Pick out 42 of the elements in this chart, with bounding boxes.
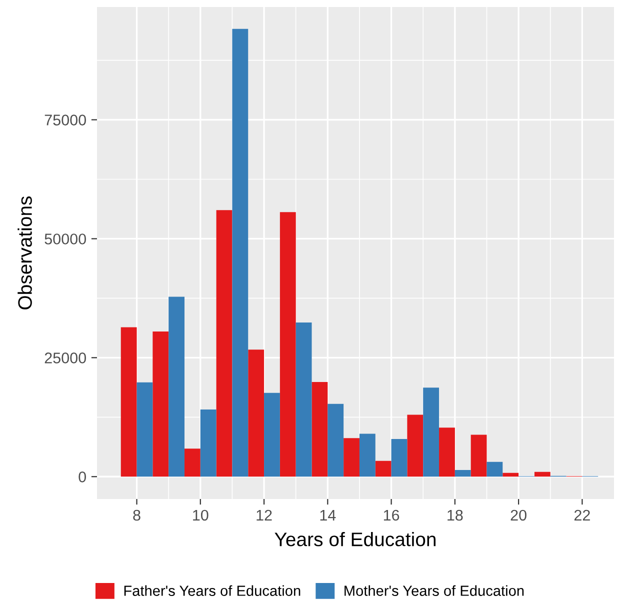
bar — [502, 472, 519, 477]
bar — [120, 327, 137, 477]
y-tick-label: 25000 — [44, 352, 86, 364]
bar — [168, 296, 184, 477]
bar — [232, 28, 248, 477]
y-axis-title: Observations — [18, 196, 32, 310]
bar — [280, 212, 296, 477]
bar — [391, 439, 408, 477]
bar — [216, 210, 232, 477]
bar — [359, 434, 376, 477]
bar — [470, 434, 487, 477]
x-tick-label: 14 — [320, 510, 336, 520]
bar — [136, 382, 153, 477]
bar — [486, 462, 503, 477]
x-axis-title: Years of Education — [274, 532, 436, 546]
bar — [312, 382, 328, 477]
x-tick-label: 12 — [256, 510, 272, 520]
bar — [439, 428, 455, 477]
y-tick-label: 75000 — [44, 114, 86, 126]
x-tick-label: 22 — [574, 510, 590, 520]
x-tick-label: 8 — [133, 510, 140, 521]
legend-label: Father's Years of Education — [124, 585, 300, 596]
bar — [344, 438, 360, 477]
y-tick-label: 0 — [78, 472, 86, 482]
bar — [296, 322, 312, 477]
x-tick-label: 10 — [193, 510, 208, 521]
x-tick-label: 18 — [448, 510, 463, 521]
legend-label: Mother's Years of Education — [344, 585, 524, 596]
bar — [534, 472, 550, 477]
y-tick-label: 50000 — [44, 234, 86, 244]
bar — [152, 332, 169, 477]
bar — [407, 414, 424, 477]
x-tick-label: 20 — [510, 510, 526, 521]
bar — [264, 392, 280, 477]
bar — [328, 404, 344, 477]
bar — [423, 388, 440, 477]
bar — [200, 410, 216, 477]
bar — [375, 460, 392, 477]
bar — [184, 448, 200, 477]
x-tick-label: 16 — [384, 510, 400, 521]
bar — [248, 350, 264, 477]
bar — [454, 470, 471, 477]
